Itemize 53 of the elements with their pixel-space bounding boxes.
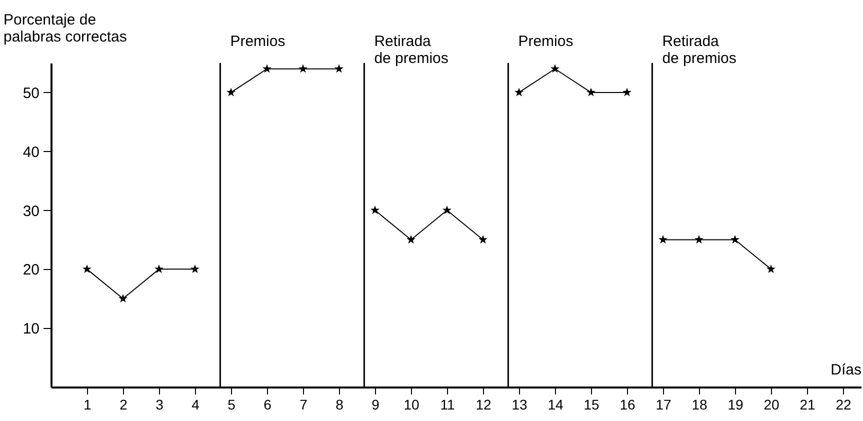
x-tick-label: 9 [372, 396, 380, 412]
ref-line-label: Retirada de premios [662, 33, 736, 67]
ref-line-label: Premios [230, 33, 286, 50]
y-tick-label: 20 [22, 262, 40, 279]
point [478, 234, 488, 244]
x-tick-label: 5 [228, 396, 236, 412]
x-tick-label: 8 [336, 396, 344, 412]
point [658, 234, 668, 244]
point [514, 88, 524, 96]
x-tick-label: 10 [404, 396, 420, 412]
x-tick-label: 19 [728, 396, 744, 412]
y-axis-title: Porcentaje de palabras correctas [4, 12, 127, 46]
x-tick-label: 2 [120, 396, 128, 412]
y-tick-label: 10 [22, 320, 40, 338]
y-tick-label: 40 [22, 144, 40, 161]
point [550, 64, 560, 73]
x-tick-label: 4 [192, 396, 200, 412]
x-tick-label: 22 [836, 396, 852, 412]
point [262, 64, 272, 73]
point [694, 234, 704, 244]
x-tick-label: 11 [440, 396, 455, 412]
x-tick-label: 20 [764, 396, 780, 412]
x-tick-label: 21 [800, 396, 816, 412]
point [586, 88, 596, 96]
x-tick-label: 6 [264, 396, 272, 412]
point [442, 206, 452, 214]
point [334, 64, 344, 73]
x-tick-label: 13 [512, 396, 528, 412]
y-tick-label: 30 [22, 202, 40, 220]
x-tick-label: 18 [692, 396, 708, 412]
x-tick-label: 7 [300, 396, 308, 412]
point [298, 64, 308, 73]
x-tick-label: 12 [476, 396, 492, 412]
x-tick-label: 17 [656, 396, 672, 412]
point [730, 234, 740, 244]
x-tick-label: 16 [620, 396, 636, 412]
point [370, 206, 380, 214]
point [406, 234, 416, 244]
point [766, 264, 776, 274]
point [622, 88, 632, 96]
x-tick-label: 15 [584, 396, 600, 412]
point [118, 294, 128, 302]
ref-line-label: Retirada de premios [374, 33, 448, 67]
x-tick-label: 14 [548, 396, 564, 412]
ref-line-label: Premios [518, 33, 574, 50]
x-tick-label: 1 [84, 396, 92, 412]
point [154, 264, 164, 274]
point [226, 88, 236, 96]
y-tick-label: 50 [22, 84, 40, 102]
point [190, 264, 200, 274]
x-axis-title: Días [830, 362, 862, 378]
x-tick-label: 3 [156, 396, 164, 412]
point [82, 264, 92, 274]
